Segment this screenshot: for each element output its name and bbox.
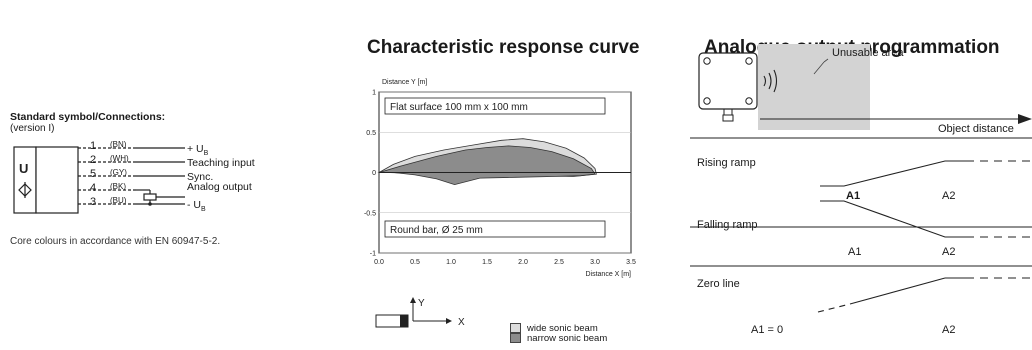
- core-colour-note: Core colours in accordance with EN 60947…: [10, 236, 221, 247]
- analogue-diagram: [690, 44, 1032, 313]
- pin-wire-colour: (WH): [110, 154, 129, 163]
- chart-x-tick-label: 3.5: [626, 259, 636, 266]
- ramp-zero-label: Zero line: [697, 278, 740, 290]
- chart-y-tick-label: -1: [370, 251, 376, 258]
- chart-y-tick-label: 1: [372, 90, 376, 97]
- chart-annotation-bottom: Round bar, Ø 25 mm: [384, 220, 606, 238]
- ramp-falling-label: Falling ramp: [697, 219, 758, 231]
- chart-legend: wide sonic beam narrow sonic beam: [510, 322, 608, 344]
- sensor-axis-icon: X Y: [375, 297, 465, 328]
- chart-x-tick-label: 2.5: [554, 259, 564, 266]
- pin-label: - UB: [187, 199, 206, 214]
- legend-entry: narrow sonic beam: [510, 332, 608, 344]
- response-curve-chart: Distance Y [m] 1 0.5 0 -0.5 -1 0.0 0.5 1.0 1.5 2…: [364, 79, 636, 278]
- pin-number: 3: [90, 196, 97, 208]
- object-distance-label: Object distance: [938, 123, 1014, 135]
- ramp-falling-a1: A1: [848, 246, 862, 258]
- chart-y-axis-label: Distance Y [m]: [382, 79, 427, 86]
- response-curve-title: Characteristic response curve: [367, 37, 640, 58]
- pin-wire-colour: (BN): [110, 140, 127, 149]
- unusable-area-label: Unusable area: [832, 47, 904, 59]
- chart-x-tick-label: 0.0: [374, 259, 384, 266]
- pin-wire-colour: (BK): [110, 182, 126, 191]
- pin-label: Sync.: [187, 171, 214, 183]
- svg-text:Round bar, Ø 25 mm: Round bar, Ø 25 mm: [390, 225, 483, 236]
- axis-x-glyph: X: [458, 317, 465, 328]
- connections-panel: Standard symbol/Connections: (version I)…: [0, 0, 330, 350]
- axis-y-glyph: Y: [418, 298, 425, 309]
- legend-swatch: [510, 333, 521, 343]
- ramp-falling-a2: A2: [942, 246, 956, 258]
- pin-number: 5: [90, 168, 97, 180]
- connections-title: Standard symbol/Connections:: [10, 111, 166, 123]
- ramp-rising-a2: A2: [942, 190, 956, 202]
- svg-text:Flat surface 100 mm x 100 mm: Flat surface 100 mm x 100 mm: [390, 102, 528, 113]
- chart-y-tick-label: -0.5: [364, 210, 376, 217]
- chart-x-tick-label: 1.0: [446, 259, 456, 266]
- chart-y-ticks: 1 0.5 0 -0.5 -1: [364, 90, 376, 258]
- pin-label-subscript: B: [201, 206, 206, 214]
- pin-wire-colour: (BU): [110, 196, 127, 205]
- chart-y-tick-label: 0: [372, 170, 376, 177]
- legend-entry: wide sonic beam: [510, 322, 607, 334]
- sensor-housing-icon: [698, 52, 758, 122]
- chart-x-ticks: 0.0 0.5 1.0 1.5 2.0 2.5 3.0 3.5: [374, 259, 636, 266]
- pin-number: 2: [90, 154, 97, 166]
- connection-symbol-diagram: U: [13, 146, 185, 214]
- ramp-zero-a1: A1 = 0: [751, 324, 784, 336]
- diode-symbol-icon: [18, 182, 32, 198]
- chart-x-axis-label: Distance X [m]: [585, 271, 631, 278]
- pin-label-subscript: B: [203, 150, 209, 158]
- pin-wire-colour: (GY): [110, 168, 127, 177]
- pin-label: + UB: [187, 143, 209, 158]
- connections-subtitle: (version I): [10, 123, 55, 134]
- ramp-rising-label: Rising ramp: [697, 157, 756, 169]
- ramp-rising-a1: A1: [846, 190, 861, 202]
- chart-y-tick-label: 0.5: [366, 130, 376, 137]
- pin-number: 4: [90, 182, 97, 194]
- sound-wave-icon: [763, 69, 778, 93]
- pin-number: 1: [90, 140, 97, 152]
- legend-swatch: [510, 323, 521, 333]
- legend-label: wide sonic beam: [527, 322, 598, 334]
- ramp-zero-a2: A2: [942, 324, 956, 336]
- pin-label: Teaching input: [187, 157, 255, 169]
- pin-label: Analog output: [187, 181, 252, 193]
- legend-label: narrow sonic beam: [527, 332, 608, 344]
- chart-series-area: [378, 145, 596, 186]
- chart-x-tick-label: 3.0: [590, 259, 600, 266]
- chart-x-tick-label: 1.5: [482, 259, 492, 266]
- chart-x-tick-label: 0.5: [410, 259, 420, 266]
- chart-x-tick-label: 2.0: [518, 259, 528, 266]
- symbol-letter: U: [19, 161, 28, 176]
- chart-series-group: [377, 138, 631, 186]
- chart-annotation-top: Flat surface 100 mm x 100 mm: [384, 97, 606, 115]
